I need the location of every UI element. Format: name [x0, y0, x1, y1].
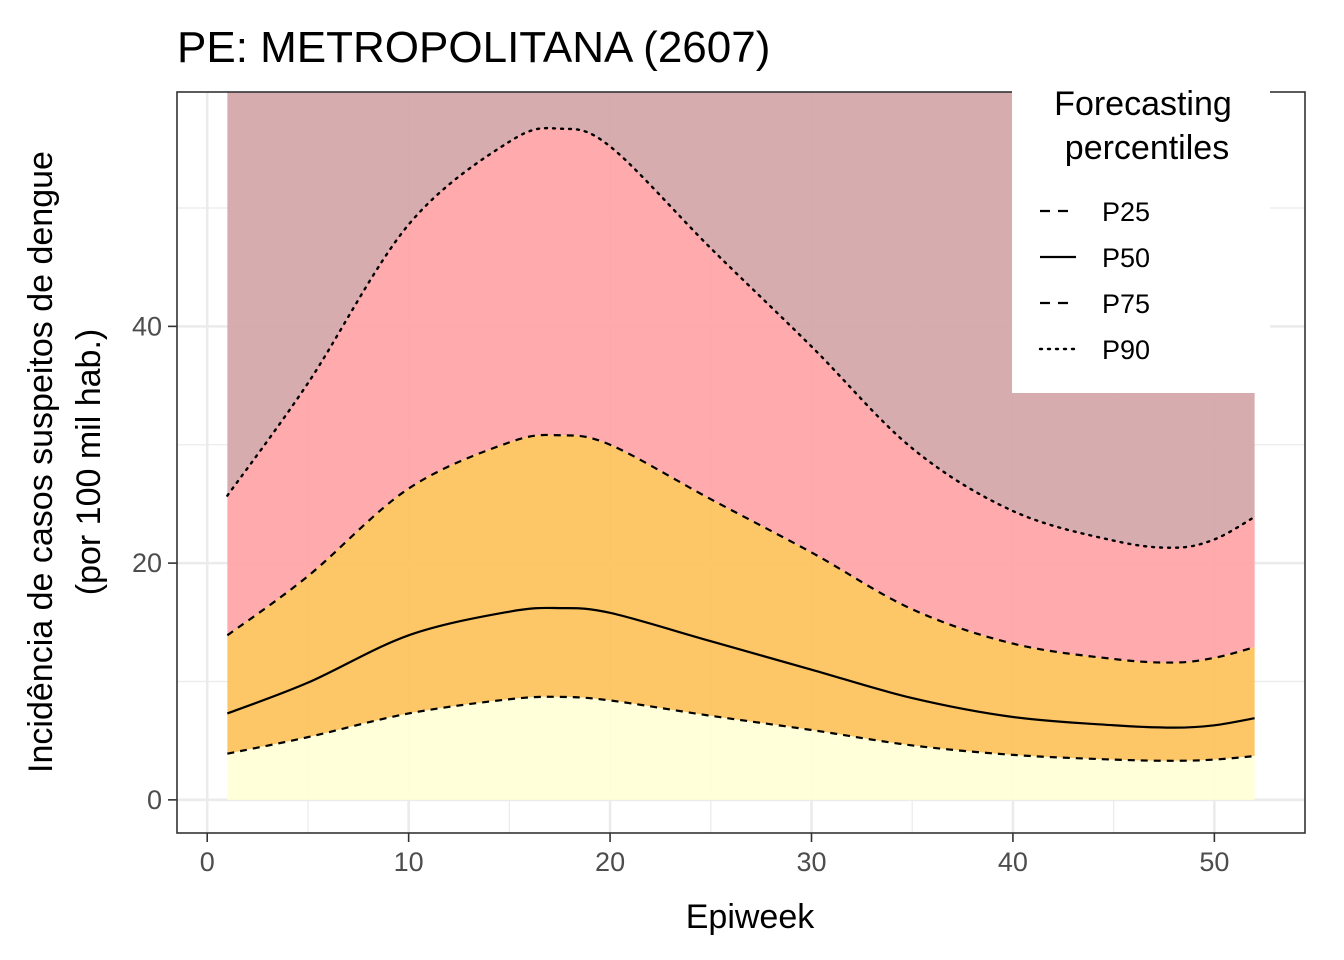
x-tick-label: 30 [796, 847, 826, 877]
legend-entry-p25: P25 [1040, 197, 1150, 227]
legend-entry-p50: P50 [1040, 243, 1150, 273]
legend-title-line2: percentiles [1065, 129, 1229, 167]
panel-border [176, 91, 1306, 834]
x-tick-label: 20 [595, 847, 625, 877]
legend-label: P25 [1102, 197, 1150, 227]
chart-title: PE: METROPOLITANA (2607) [177, 23, 770, 72]
series-line-p25 [227, 695, 1255, 762]
series-line-p50 [226, 606, 1255, 729]
legend-entries: P25 P50 P75 P90 [1038, 197, 1150, 365]
legend-label: P50 [1102, 243, 1150, 273]
x-axis: 0 10 20 30 40 50 [200, 833, 1229, 877]
x-tick-label: 10 [394, 847, 424, 877]
series-line-p75 [226, 433, 1255, 664]
band-p25-p75 [227, 434, 1255, 761]
legend-label: P75 [1102, 289, 1150, 319]
band-above-p90 [227, 92, 1255, 548]
y-tick-label: 0 [147, 785, 162, 815]
y-axis-title-line1: Incidência de casos suspeitos de dengue [22, 151, 60, 773]
band-below-p25 [227, 696, 1255, 800]
y-tick-label: 40 [132, 311, 162, 341]
x-axis-title: Epiweek [686, 898, 816, 936]
legend-title-line1: Forecasting [1054, 85, 1232, 123]
legend: Forecasting percentiles P25 P50 P75 P90 [1012, 80, 1270, 393]
y-axis: 0 20 40 [132, 311, 177, 815]
y-tick-label: 20 [132, 548, 162, 578]
band-p75-p90 [227, 128, 1255, 663]
y-axis-title-line2: (por 100 mil hab.) [70, 329, 108, 595]
band-layer [227, 92, 1255, 800]
legend-entry-p75: P75 [1040, 289, 1150, 319]
legend-entry-p90: P90 [1038, 335, 1150, 365]
legend-label: P90 [1102, 335, 1150, 365]
line-layer [226, 126, 1256, 762]
x-tick-label: 0 [200, 847, 215, 877]
x-tick-label: 50 [1199, 847, 1229, 877]
x-tick-label: 40 [998, 847, 1028, 877]
legend-background [1012, 80, 1270, 393]
